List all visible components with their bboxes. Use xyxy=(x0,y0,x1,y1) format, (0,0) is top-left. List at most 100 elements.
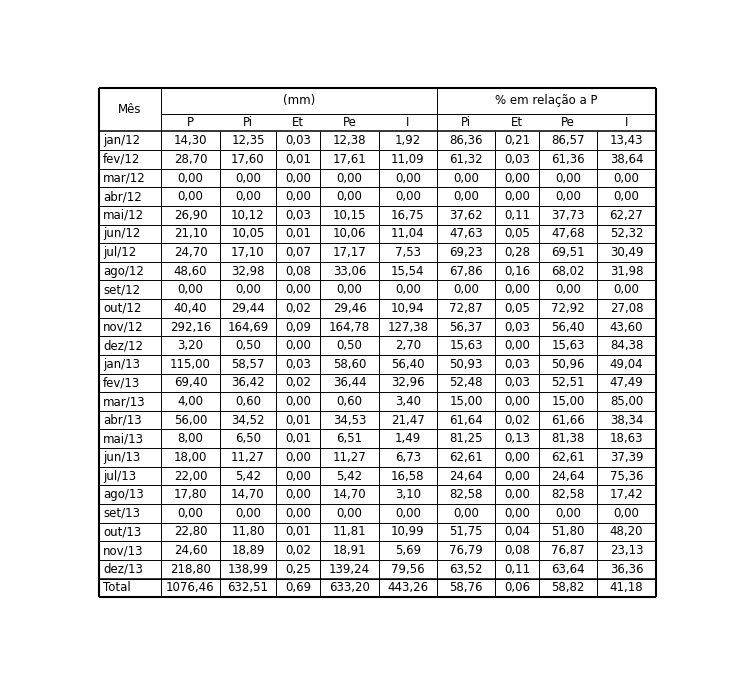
Text: 10,99: 10,99 xyxy=(391,525,425,538)
Text: 6,73: 6,73 xyxy=(394,451,421,464)
Text: nov/13: nov/13 xyxy=(103,544,144,557)
Text: 14,70: 14,70 xyxy=(333,488,367,501)
Text: 58,57: 58,57 xyxy=(231,358,265,371)
Text: 0,01: 0,01 xyxy=(286,433,311,445)
Text: 4,00: 4,00 xyxy=(177,395,203,408)
Text: 18,00: 18,00 xyxy=(174,451,207,464)
Text: 82,58: 82,58 xyxy=(551,488,585,501)
Text: Pi: Pi xyxy=(243,117,253,129)
Text: 12,35: 12,35 xyxy=(231,134,265,147)
Text: 0,00: 0,00 xyxy=(286,172,311,184)
Text: 24,70: 24,70 xyxy=(174,246,208,259)
Text: 0,03: 0,03 xyxy=(504,153,530,166)
Text: 0,03: 0,03 xyxy=(286,209,311,222)
Text: 218,80: 218,80 xyxy=(170,563,211,576)
Text: 0,00: 0,00 xyxy=(336,283,362,296)
Text: 10,94: 10,94 xyxy=(391,302,425,315)
Text: 51,75: 51,75 xyxy=(449,525,483,538)
Text: 14,70: 14,70 xyxy=(231,488,265,501)
Text: 0,00: 0,00 xyxy=(286,395,311,408)
Text: 0,08: 0,08 xyxy=(286,264,311,278)
Text: 17,60: 17,60 xyxy=(231,153,265,166)
Text: 41,18: 41,18 xyxy=(609,581,643,595)
Text: 61,36: 61,36 xyxy=(551,153,585,166)
Text: 81,38: 81,38 xyxy=(551,433,585,445)
Text: 0,00: 0,00 xyxy=(453,507,479,520)
Text: 86,36: 86,36 xyxy=(449,134,483,147)
Text: 56,40: 56,40 xyxy=(391,358,425,371)
Text: 47,63: 47,63 xyxy=(449,227,483,241)
Text: out/13: out/13 xyxy=(103,525,141,538)
Text: 633,20: 633,20 xyxy=(329,581,370,595)
Text: 18,63: 18,63 xyxy=(609,433,643,445)
Text: 17,17: 17,17 xyxy=(333,246,367,259)
Text: 82,58: 82,58 xyxy=(449,488,483,501)
Text: 0,00: 0,00 xyxy=(235,283,261,296)
Text: 0,00: 0,00 xyxy=(504,470,530,483)
Text: 0,03: 0,03 xyxy=(504,358,530,371)
Text: 1,92: 1,92 xyxy=(394,134,421,147)
Text: 139,24: 139,24 xyxy=(329,563,370,576)
Text: 75,36: 75,36 xyxy=(609,470,643,483)
Text: I: I xyxy=(406,117,409,129)
Text: 0,00: 0,00 xyxy=(177,507,203,520)
Text: 0,69: 0,69 xyxy=(286,581,311,595)
Text: 13,43: 13,43 xyxy=(609,134,643,147)
Text: 0,00: 0,00 xyxy=(504,395,530,408)
Text: 69,23: 69,23 xyxy=(449,246,483,259)
Text: 0,04: 0,04 xyxy=(504,525,530,538)
Text: 0,28: 0,28 xyxy=(504,246,530,259)
Text: 18,91: 18,91 xyxy=(333,544,367,557)
Text: 40,40: 40,40 xyxy=(174,302,208,315)
Text: fev/13: fev/13 xyxy=(103,376,141,389)
Text: 6,51: 6,51 xyxy=(336,433,363,445)
Text: 51,80: 51,80 xyxy=(551,525,585,538)
Text: 34,52: 34,52 xyxy=(231,414,265,426)
Text: 56,37: 56,37 xyxy=(449,321,483,334)
Text: 15,63: 15,63 xyxy=(551,339,585,352)
Text: set/13: set/13 xyxy=(103,507,141,520)
Text: 632,51: 632,51 xyxy=(227,581,269,595)
Text: 0,16: 0,16 xyxy=(504,264,530,278)
Text: 15,00: 15,00 xyxy=(551,395,585,408)
Text: 58,76: 58,76 xyxy=(449,581,483,595)
Text: 0,50: 0,50 xyxy=(235,339,261,352)
Text: Pe: Pe xyxy=(562,117,575,129)
Text: (mm): (mm) xyxy=(283,94,315,107)
Text: 0,00: 0,00 xyxy=(504,283,530,296)
Text: dez/13: dez/13 xyxy=(103,563,143,576)
Text: 0,00: 0,00 xyxy=(504,172,530,184)
Text: 0,00: 0,00 xyxy=(394,507,421,520)
Text: 38,34: 38,34 xyxy=(609,414,643,426)
Text: 32,96: 32,96 xyxy=(391,376,425,389)
Text: 10,15: 10,15 xyxy=(333,209,367,222)
Text: 69,51: 69,51 xyxy=(551,246,585,259)
Text: 33,06: 33,06 xyxy=(333,264,367,278)
Text: Pi: Pi xyxy=(461,117,471,129)
Text: 0,00: 0,00 xyxy=(286,488,311,501)
Text: 0,05: 0,05 xyxy=(504,302,530,315)
Text: 0,00: 0,00 xyxy=(504,339,530,352)
Text: 48,60: 48,60 xyxy=(174,264,208,278)
Text: 15,00: 15,00 xyxy=(449,395,483,408)
Text: 0,00: 0,00 xyxy=(614,190,640,203)
Text: Et: Et xyxy=(292,117,305,129)
Text: 0,01: 0,01 xyxy=(286,227,311,241)
Text: 5,42: 5,42 xyxy=(336,470,363,483)
Text: 115,00: 115,00 xyxy=(170,358,211,371)
Text: 29,46: 29,46 xyxy=(333,302,367,315)
Text: 0,00: 0,00 xyxy=(504,451,530,464)
Text: 1,49: 1,49 xyxy=(394,433,421,445)
Text: 22,00: 22,00 xyxy=(174,470,208,483)
Text: 37,39: 37,39 xyxy=(609,451,643,464)
Text: 11,09: 11,09 xyxy=(391,153,425,166)
Text: 21,10: 21,10 xyxy=(174,227,208,241)
Text: 0,00: 0,00 xyxy=(453,190,479,203)
Text: 0,21: 0,21 xyxy=(504,134,530,147)
Text: 24,64: 24,64 xyxy=(449,470,483,483)
Text: 17,61: 17,61 xyxy=(333,153,367,166)
Text: mar/13: mar/13 xyxy=(103,395,146,408)
Text: 62,27: 62,27 xyxy=(609,209,643,222)
Text: 0,00: 0,00 xyxy=(453,283,479,296)
Text: jan/12: jan/12 xyxy=(103,134,141,147)
